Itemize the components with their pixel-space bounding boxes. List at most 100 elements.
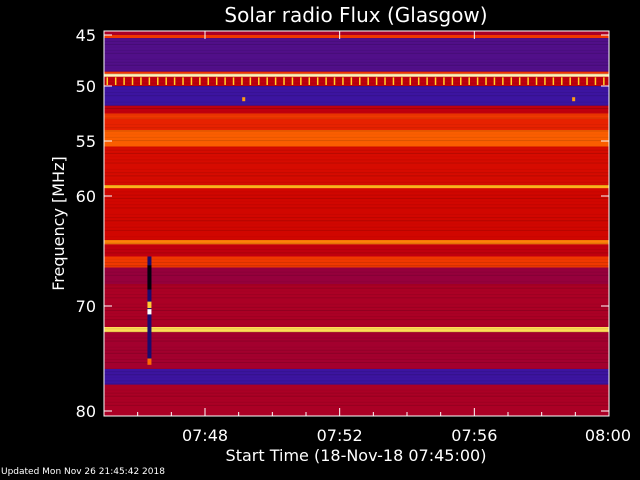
heatmap-comb-mark [173,77,176,85]
heatmap-comb-mark [375,77,378,85]
heatmap-texture-row [104,168,609,170]
heatmap-texture-row [104,340,609,342]
heatmap-texture-row [104,249,609,251]
heatmap-texture-row [104,236,609,238]
heatmap-texture-row [104,226,609,228]
heatmap-comb-mark [106,77,109,85]
heatmap-texture-row [104,89,609,90]
heatmap-band-4 [104,76,609,86]
heatmap-band-18 [104,327,609,333]
axes: 45 50 55 60 70 80 07:48 07:52 07:56 08:00 [76,26,631,445]
heatmap-band-16 [104,267,609,284]
heatmap-texture-row [104,334,609,335]
y-axis-label: Frequency [MHz] [49,156,68,290]
heatmap-band-10 [104,146,609,185]
heatmap-comb-mark [232,77,235,85]
heatmap-band-7 [104,113,609,119]
heatmap-comb-mark [131,77,134,85]
heatmap-texture-row [104,313,609,314]
heatmap-texture-row [104,395,609,397]
heatmap-texture-row [104,392,609,394]
heatmap-comb-mark [384,77,386,85]
heatmap-band-5 [104,86,609,106]
heatmap-texture-row [104,371,609,373]
heatmap-band-17 [104,284,609,327]
heatmap-spot [572,97,576,102]
heatmap-texture-row [104,207,609,209]
heatmap-texture-row [104,197,609,199]
heatmap-comb-mark [426,77,428,85]
chart-title: Solar radio Flux (Glasgow) [224,3,487,27]
heatmap-comb-mark [392,77,395,85]
heatmap-texture-row [104,43,609,45]
heatmap-texture-row [104,374,609,376]
heatmap-texture-row [104,127,609,129]
heatmap-comb-mark [367,77,369,85]
heatmap-texture-row [104,331,609,333]
heatmap-texture-row [104,349,609,351]
heatmap-texture-row [104,146,609,148]
heatmap-texture-row [104,91,609,93]
heatmap-texture-row [104,104,609,106]
heatmap-comb-mark [493,77,496,85]
heatmap-texture-row [104,252,609,254]
x-axis-label: Start Time (18-Nov-18 07:45:00) [226,446,487,465]
heatmap-band-11 [104,185,609,189]
heatmap-comb-mark [342,77,344,85]
heatmap-band-9 [104,130,609,147]
heatmap-comb-mark [333,77,336,85]
heatmap-comb-mark [325,77,327,85]
heatmap-comb-mark [451,77,454,85]
heatmap-comb-mark [535,77,538,85]
heatmap-comb-mark [350,77,353,85]
y-tick-label: 45 [76,26,96,45]
heatmap-texture-row [104,316,609,318]
heatmap-band-12 [104,188,609,240]
heatmap-texture-row [104,172,609,174]
heatmap-texture-row [104,265,609,267]
heatmap-band-20 [104,369,609,385]
heatmap-texture-row [104,58,609,60]
heatmap-texture-row [104,185,609,186]
heatmap-band-3 [104,73,609,77]
heatmap-comb-mark [182,77,184,85]
heatmap-texture-row [104,291,609,292]
heatmap-band-8 [104,119,609,130]
heatmap-comb-mark [123,77,125,85]
heatmap-texture-row [104,47,609,48]
heatmap-comb-mark [258,77,260,85]
y-tick-label: 80 [76,402,96,421]
heatmap-texture-row [104,368,609,370]
heatmap-comb-mark [316,77,319,85]
heatmap-texture-row [104,152,609,154]
heatmap-comb-mark [561,77,563,85]
heatmap-comb-mark [468,77,470,85]
heatmap-texture-row [104,281,609,283]
heatmap-texture-row [104,52,609,54]
heatmap-comb-mark [291,77,294,85]
heatmap-texture-row [104,401,609,403]
heatmap-texture-row [104,220,609,222]
heatmap-comb-mark [300,77,302,85]
heatmap-texture-row [104,337,609,339]
heatmap-texture-row [104,362,609,363]
heatmap-comb-mark [417,77,420,85]
heatmap-texture-row [104,389,609,391]
x-tick-label: 08:00 [585,426,631,445]
heatmap-texture-row [104,328,609,330]
heatmap-comb-mark [502,77,504,85]
heatmap-texture-row [104,262,609,263]
heatmap-texture-row [104,258,609,260]
heatmap-texture-row [104,358,609,360]
heatmap-comb-mark [249,77,252,85]
heatmap-texture-row [104,352,609,354]
heatmap-texture-row [104,246,609,247]
heatmap-texture-row [104,191,609,193]
heatmap-spot [242,97,246,102]
y-tick-label: 50 [76,77,96,96]
heatmap-comb-mark [544,77,546,85]
heatmap-texture-row [104,383,609,385]
heatmap-texture-row [104,399,609,400]
heatmap-comb-mark [114,77,117,85]
